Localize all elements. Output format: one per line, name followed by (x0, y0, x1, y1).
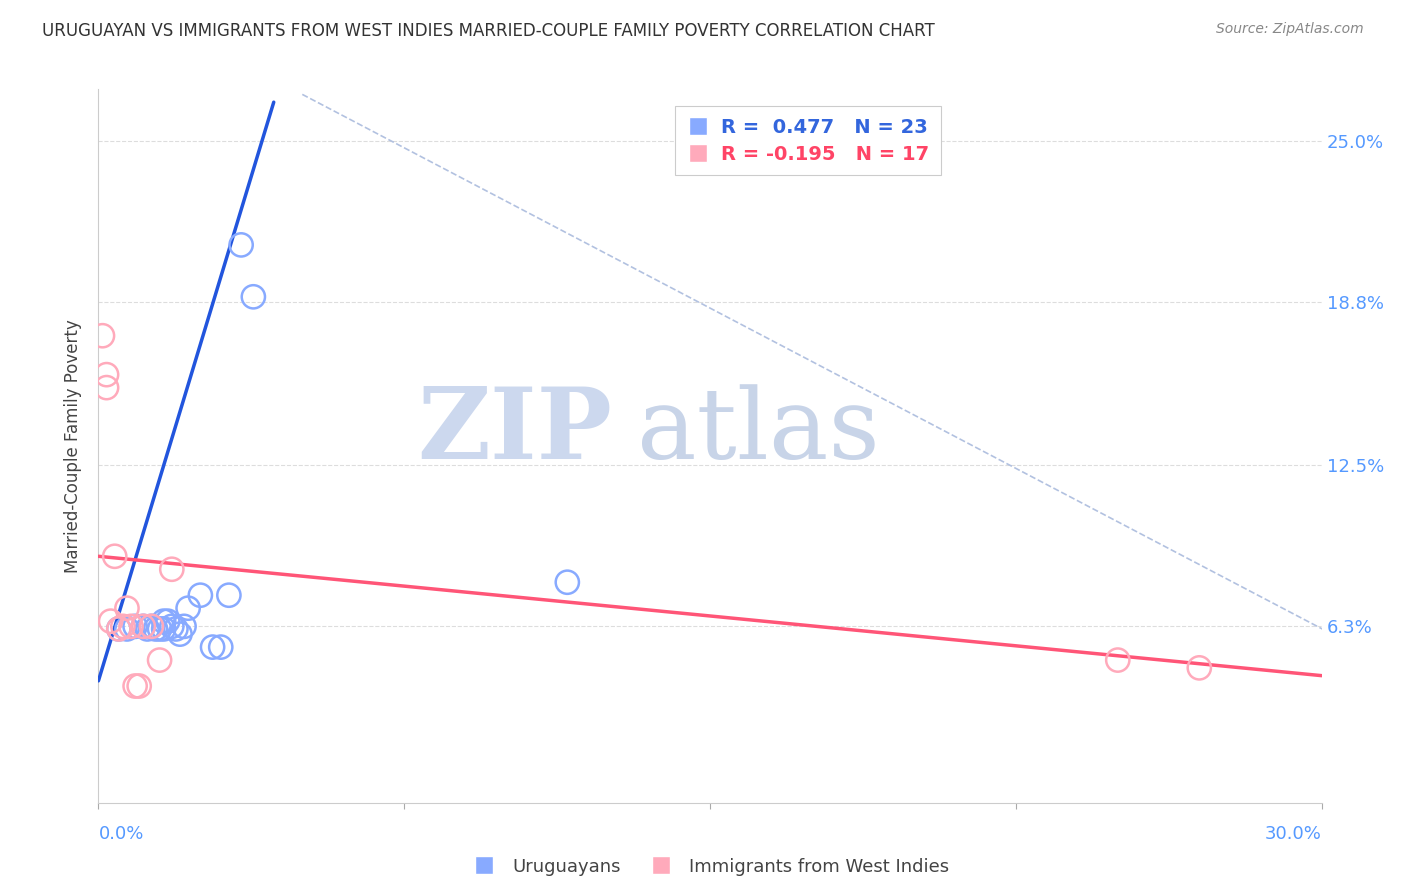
Point (120, 619, 142, 633)
Point (96, 368, 118, 382)
Point (1107, 653, 1129, 667)
Text: URUGUAYAN VS IMMIGRANTS FROM WEST INDIES MARRIED-COUPLE FAMILY POVERTY CORRELATI: URUGUAYAN VS IMMIGRANTS FROM WEST INDIES… (42, 22, 935, 40)
Text: 0.0%: 0.0% (98, 825, 143, 843)
Point (108, 622, 131, 636)
Point (128, 679, 150, 693)
Legend: Uruguayans, Immigrants from West Indies: Uruguayans, Immigrants from West Indies (464, 851, 956, 883)
Point (136, 622, 159, 636)
Point (149, 622, 172, 636)
Text: ZIP: ZIP (418, 384, 612, 480)
Point (152, 614, 174, 628)
Text: 30.0%: 30.0% (1265, 825, 1322, 843)
Point (209, 640, 232, 654)
Point (132, 619, 155, 633)
Point (160, 619, 183, 633)
Point (108, 622, 131, 636)
Point (104, 549, 127, 564)
Point (115, 601, 138, 615)
Point (111, 619, 134, 633)
Point (156, 614, 179, 628)
Point (149, 653, 172, 667)
Point (91, 328, 114, 343)
Point (242, 290, 264, 304)
Point (1188, 661, 1211, 675)
Point (141, 619, 163, 633)
Point (188, 588, 212, 602)
Point (173, 619, 195, 633)
Point (169, 627, 191, 641)
Point (100, 614, 122, 628)
Text: Source: ZipAtlas.com: Source: ZipAtlas.com (1216, 22, 1364, 37)
Point (96, 381, 118, 395)
Point (115, 622, 138, 636)
Point (124, 619, 146, 633)
Point (165, 622, 187, 636)
Point (141, 619, 163, 633)
Point (124, 679, 146, 693)
Point (145, 622, 167, 636)
Point (160, 562, 183, 576)
Text: atlas: atlas (637, 384, 879, 480)
Point (152, 622, 174, 636)
Point (201, 640, 224, 654)
Point (132, 619, 155, 633)
Point (177, 601, 200, 615)
Point (557, 575, 579, 590)
Point (231, 238, 253, 252)
Point (218, 588, 240, 602)
Y-axis label: Married-Couple Family Poverty: Married-Couple Family Poverty (65, 319, 83, 573)
